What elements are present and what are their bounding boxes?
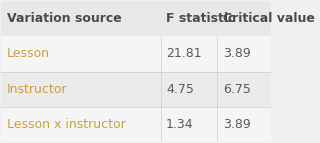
Bar xyxy=(1,36,271,72)
Bar xyxy=(1,1,271,36)
Text: Lesson: Lesson xyxy=(7,47,50,60)
Text: Instructor: Instructor xyxy=(7,83,67,96)
Text: F statistic: F statistic xyxy=(166,12,236,25)
Text: 1.34: 1.34 xyxy=(166,118,194,131)
Text: 3.89: 3.89 xyxy=(223,118,251,131)
Text: Variation source: Variation source xyxy=(7,12,122,25)
Text: 6.75: 6.75 xyxy=(223,83,251,96)
Bar xyxy=(1,107,271,142)
Text: Lesson x instructor: Lesson x instructor xyxy=(7,118,125,131)
Bar xyxy=(1,72,271,107)
Text: 3.89: 3.89 xyxy=(223,47,251,60)
Text: 4.75: 4.75 xyxy=(166,83,194,96)
Text: 21.81: 21.81 xyxy=(166,47,202,60)
Text: Critical value: Critical value xyxy=(223,12,315,25)
